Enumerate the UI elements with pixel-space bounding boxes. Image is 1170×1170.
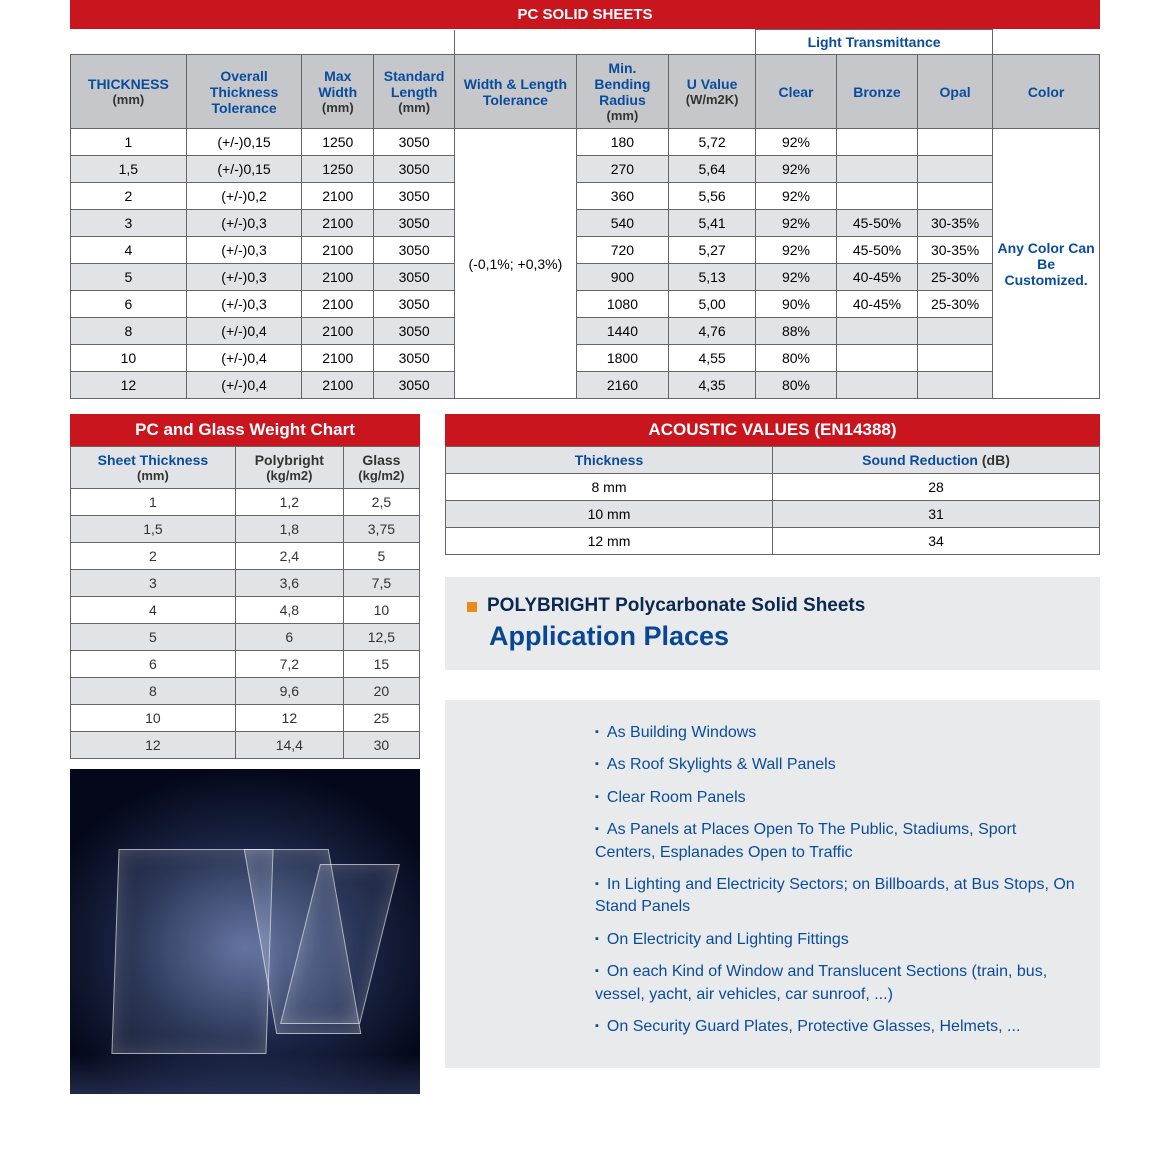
table-row: 10(+/-)0,42100305018004,5580%: [71, 345, 1100, 372]
main-table: Light Transmittance THICKNESS(mm) Overal…: [70, 29, 1100, 399]
table-row: 1(+/-)0,1512503050(-0,1%; +0,3%)1805,729…: [71, 129, 1100, 156]
table-row: 11,22,5: [71, 489, 420, 516]
acoustic-title: ACOUSTIC VALUES (EN14388): [445, 414, 1100, 446]
table-row: 89,620: [71, 678, 420, 705]
table-row: 33,67,5: [71, 570, 420, 597]
list-item: As Panels at Places Open To The Public, …: [595, 819, 1080, 864]
list-item: As Building Windows: [595, 722, 1080, 744]
table-row: 10 mm31: [446, 501, 1100, 528]
table-row: 101225: [71, 705, 420, 732]
acoustic-table: Thickness Sound Reduction (dB) 8 mm2810 …: [445, 446, 1100, 555]
table-row: 4(+/-)0,3210030507205,2792%45-50%30-35%: [71, 237, 1100, 264]
list-item: Clear Room Panels: [595, 787, 1080, 809]
table-row: 3(+/-)0,3210030505405,4192%45-50%30-35%: [71, 210, 1100, 237]
list-item: On each Kind of Window and Translucent S…: [595, 961, 1080, 1006]
list-item: In Lighting and Electricity Sectors; on …: [595, 874, 1080, 919]
weight-table-title: PC and Glass Weight Chart: [70, 414, 420, 446]
table-row: 5612,5: [71, 624, 420, 651]
table-row: 1214,430: [71, 732, 420, 759]
table-row: 44,810: [71, 597, 420, 624]
light-transmittance-header: Light Transmittance: [755, 30, 992, 55]
table-row: 1,5(+/-)0,15125030502705,6492%: [71, 156, 1100, 183]
main-table-header-row: THICKNESS(mm) Overall Thickness Toleranc…: [71, 55, 1100, 129]
table-row: 12 mm34: [446, 528, 1100, 555]
table-row: 8 mm28: [446, 474, 1100, 501]
main-table-title: PC SOLID SHEETS: [70, 0, 1100, 29]
application-title-box: POLYBRIGHT Polycarbonate Solid Sheets Ap…: [445, 577, 1100, 670]
list-item: On Security Guard Plates, Protective Gla…: [595, 1016, 1080, 1038]
table-row: 5(+/-)0,3210030509005,1392%40-45%25-30%: [71, 264, 1100, 291]
product-photo: [70, 769, 420, 1094]
table-row: 2(+/-)0,2210030503605,5692%: [71, 183, 1100, 210]
table-row: 1,51,83,75: [71, 516, 420, 543]
list-item: On Electricity and Lighting Fittings: [595, 929, 1080, 951]
app-title-1: POLYBRIGHT Polycarbonate Solid Sheets: [487, 595, 865, 616]
table-row: 22,45: [71, 543, 420, 570]
weight-table: Sheet Thickness(mm) Polybright(kg/m2) Gl…: [70, 446, 420, 759]
table-row: 6(+/-)0,32100305010805,0090%40-45%25-30%: [71, 291, 1100, 318]
application-list: As Building Windows As Roof Skylights & W…: [445, 700, 1100, 1068]
app-title-2: Application Places: [489, 621, 1078, 652]
bullet-icon: [467, 602, 477, 612]
list-item: As Roof Skylights & Wall Panels: [595, 754, 1080, 776]
table-row: 8(+/-)0,42100305014404,7688%: [71, 318, 1100, 345]
page-container: PC SOLID SHEETS Light Transmittance THIC…: [0, 0, 1170, 1094]
table-row: 67,215: [71, 651, 420, 678]
table-row: 12(+/-)0,42100305021604,3580%: [71, 372, 1100, 399]
